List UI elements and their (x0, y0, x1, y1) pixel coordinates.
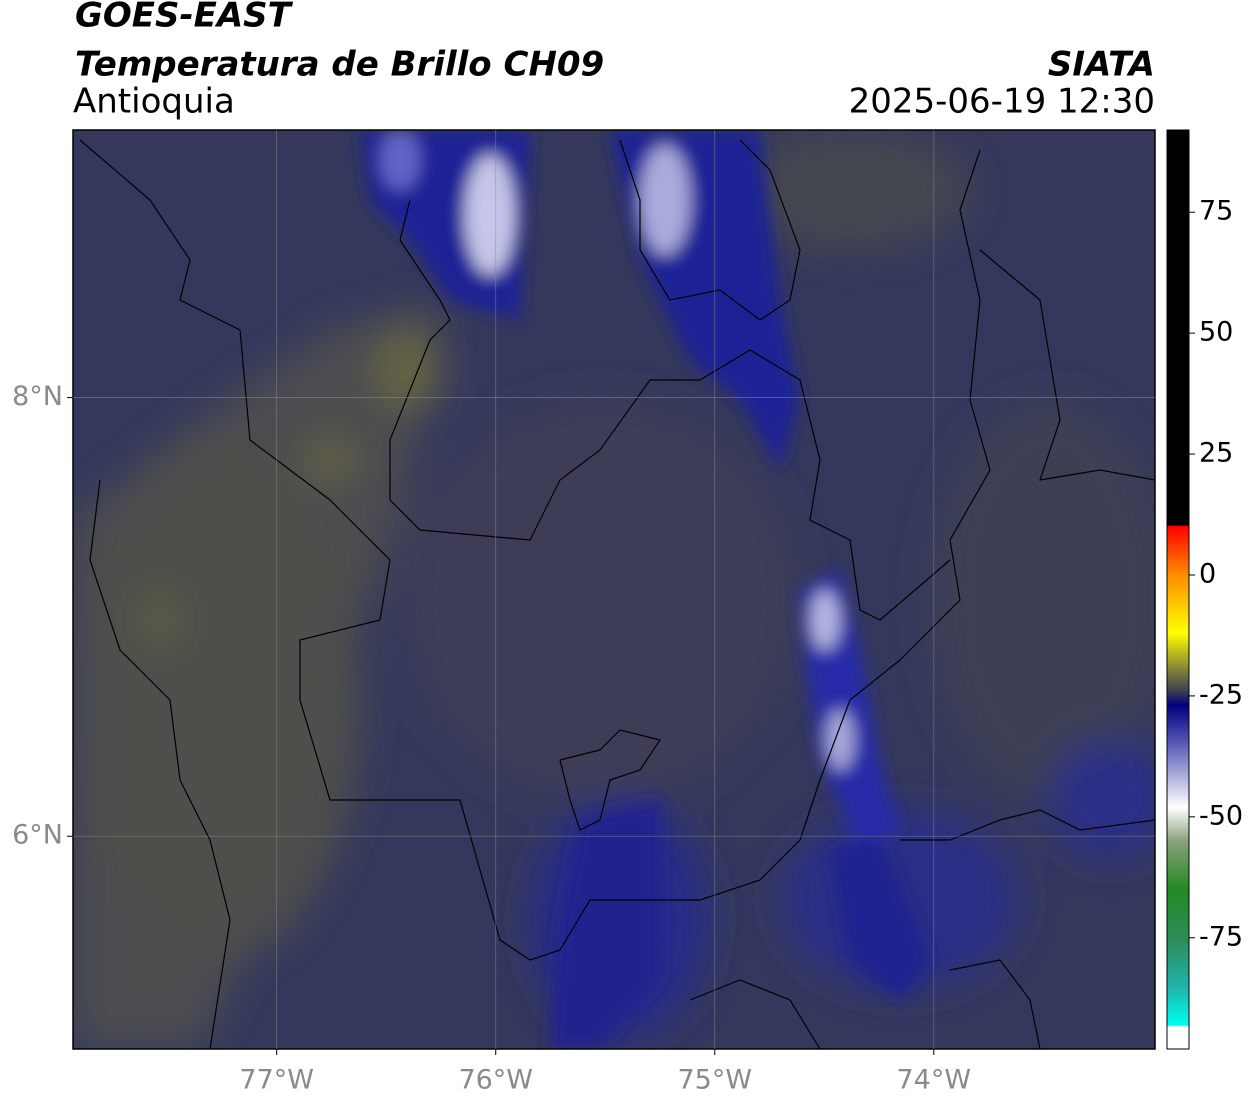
map-frame (72, 129, 1156, 1050)
colorbar-tick-label: -75 (1199, 921, 1243, 952)
x-tick-label: 77°W (239, 1065, 314, 1096)
x-tick-label: 74°W (897, 1065, 972, 1096)
x-tick-label: 76°W (458, 1065, 533, 1096)
y-tick-label: 8°N (12, 381, 63, 412)
boundaries (79, 139, 1155, 1049)
colorbar-tick-label: 0 (1199, 558, 1216, 589)
subtitle: Temperatura de Brillo CH09 (75, 45, 604, 85)
datetime: 2025-06-19 12:30 (849, 82, 1155, 122)
colorbar-tick-label: 25 (1199, 438, 1233, 469)
colorbar-tick-label: -25 (1199, 679, 1243, 710)
source: SIATA (1048, 45, 1155, 85)
colorbar-tick-label: 50 (1199, 317, 1233, 348)
colorbar-tick-label: -50 (1199, 800, 1243, 831)
y-tick-label: 6°N (12, 820, 63, 851)
region: Antioquia (73, 82, 235, 122)
title: GOES-EAST (75, 0, 294, 36)
map-field (73, 130, 1155, 1049)
colorbar (1166, 129, 1190, 1050)
colorbar-tick-label: 75 (1199, 196, 1233, 227)
x-tick-label: 75°W (677, 1065, 752, 1096)
